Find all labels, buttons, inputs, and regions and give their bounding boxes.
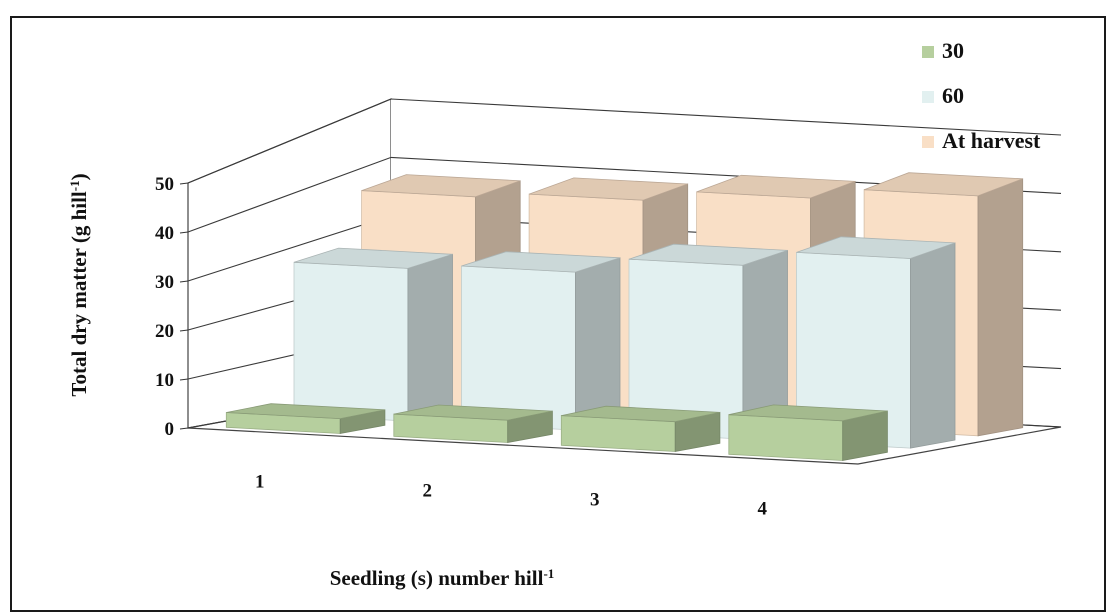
legend-label: At harvest — [942, 128, 1041, 153]
bar-front-face — [293, 261, 409, 422]
x-tick-label: 1 — [255, 472, 265, 493]
bar-30-1 — [225, 403, 386, 434]
bar-30-2 — [393, 404, 553, 443]
tick-mark — [179, 427, 189, 430]
bar-top-face — [393, 404, 553, 421]
chart-bars — [225, 172, 1024, 461]
bar-top-face — [628, 243, 788, 266]
bar-front-face — [728, 414, 844, 461]
bar-side-face — [575, 257, 621, 431]
legend-swatch — [922, 136, 934, 148]
bar-60-2 — [461, 251, 621, 431]
tick-mark — [179, 231, 189, 234]
y-tick-label: 20 — [155, 321, 174, 342]
bar-side-face — [977, 178, 1024, 437]
gridline — [187, 98, 1062, 184]
x-axis-title: Seedling (s) number hill-1 — [330, 566, 555, 591]
y-tick-labels: 0 10 20 30 40 50 — [155, 174, 174, 440]
legend-swatch — [922, 91, 934, 103]
tick-mark — [179, 280, 189, 283]
bar-side-face — [910, 242, 956, 449]
tick-mark — [179, 378, 189, 381]
bar-top-face — [528, 177, 688, 201]
y-tick-label: 40 — [155, 223, 174, 244]
x-tick-label: 3 — [590, 490, 600, 511]
tick-mark — [179, 329, 189, 332]
bar-60-3 — [628, 243, 788, 440]
y-tick-label: 30 — [155, 272, 174, 293]
bar-30-4 — [728, 404, 888, 461]
bar-top-face — [863, 172, 1023, 197]
x-tick-labels: 1 2 3 4 — [255, 472, 768, 520]
bar-top-face — [226, 403, 385, 420]
bar-60-1 — [293, 247, 453, 422]
x-tick-label: 2 — [423, 481, 433, 502]
tick-mark — [179, 182, 189, 185]
legend-label: 30 — [942, 38, 964, 63]
legend-swatch — [922, 46, 934, 58]
bar-top-face — [796, 236, 956, 259]
legend-label: 60 — [942, 83, 964, 108]
y-tick-label: 50 — [155, 174, 174, 195]
bar-front-face — [461, 265, 576, 431]
y-tick-label: 10 — [155, 370, 174, 391]
x-tick-label: 4 — [758, 499, 768, 520]
bar-top-face — [728, 404, 888, 422]
bar-top-face — [461, 251, 621, 273]
bar-60-4 — [796, 236, 956, 449]
bar-top-face — [361, 174, 521, 198]
legend: 30 60 At harvest — [922, 38, 1041, 153]
bar-top-face — [696, 174, 856, 199]
y-tick-label: 0 — [165, 419, 175, 440]
bar-top-face — [293, 247, 453, 269]
bar-30-3 — [560, 405, 721, 452]
bar-top-face — [561, 405, 720, 423]
bar-side-face — [407, 253, 453, 422]
y-axis-title: Total dry matter (g hill-1) — [67, 173, 92, 396]
